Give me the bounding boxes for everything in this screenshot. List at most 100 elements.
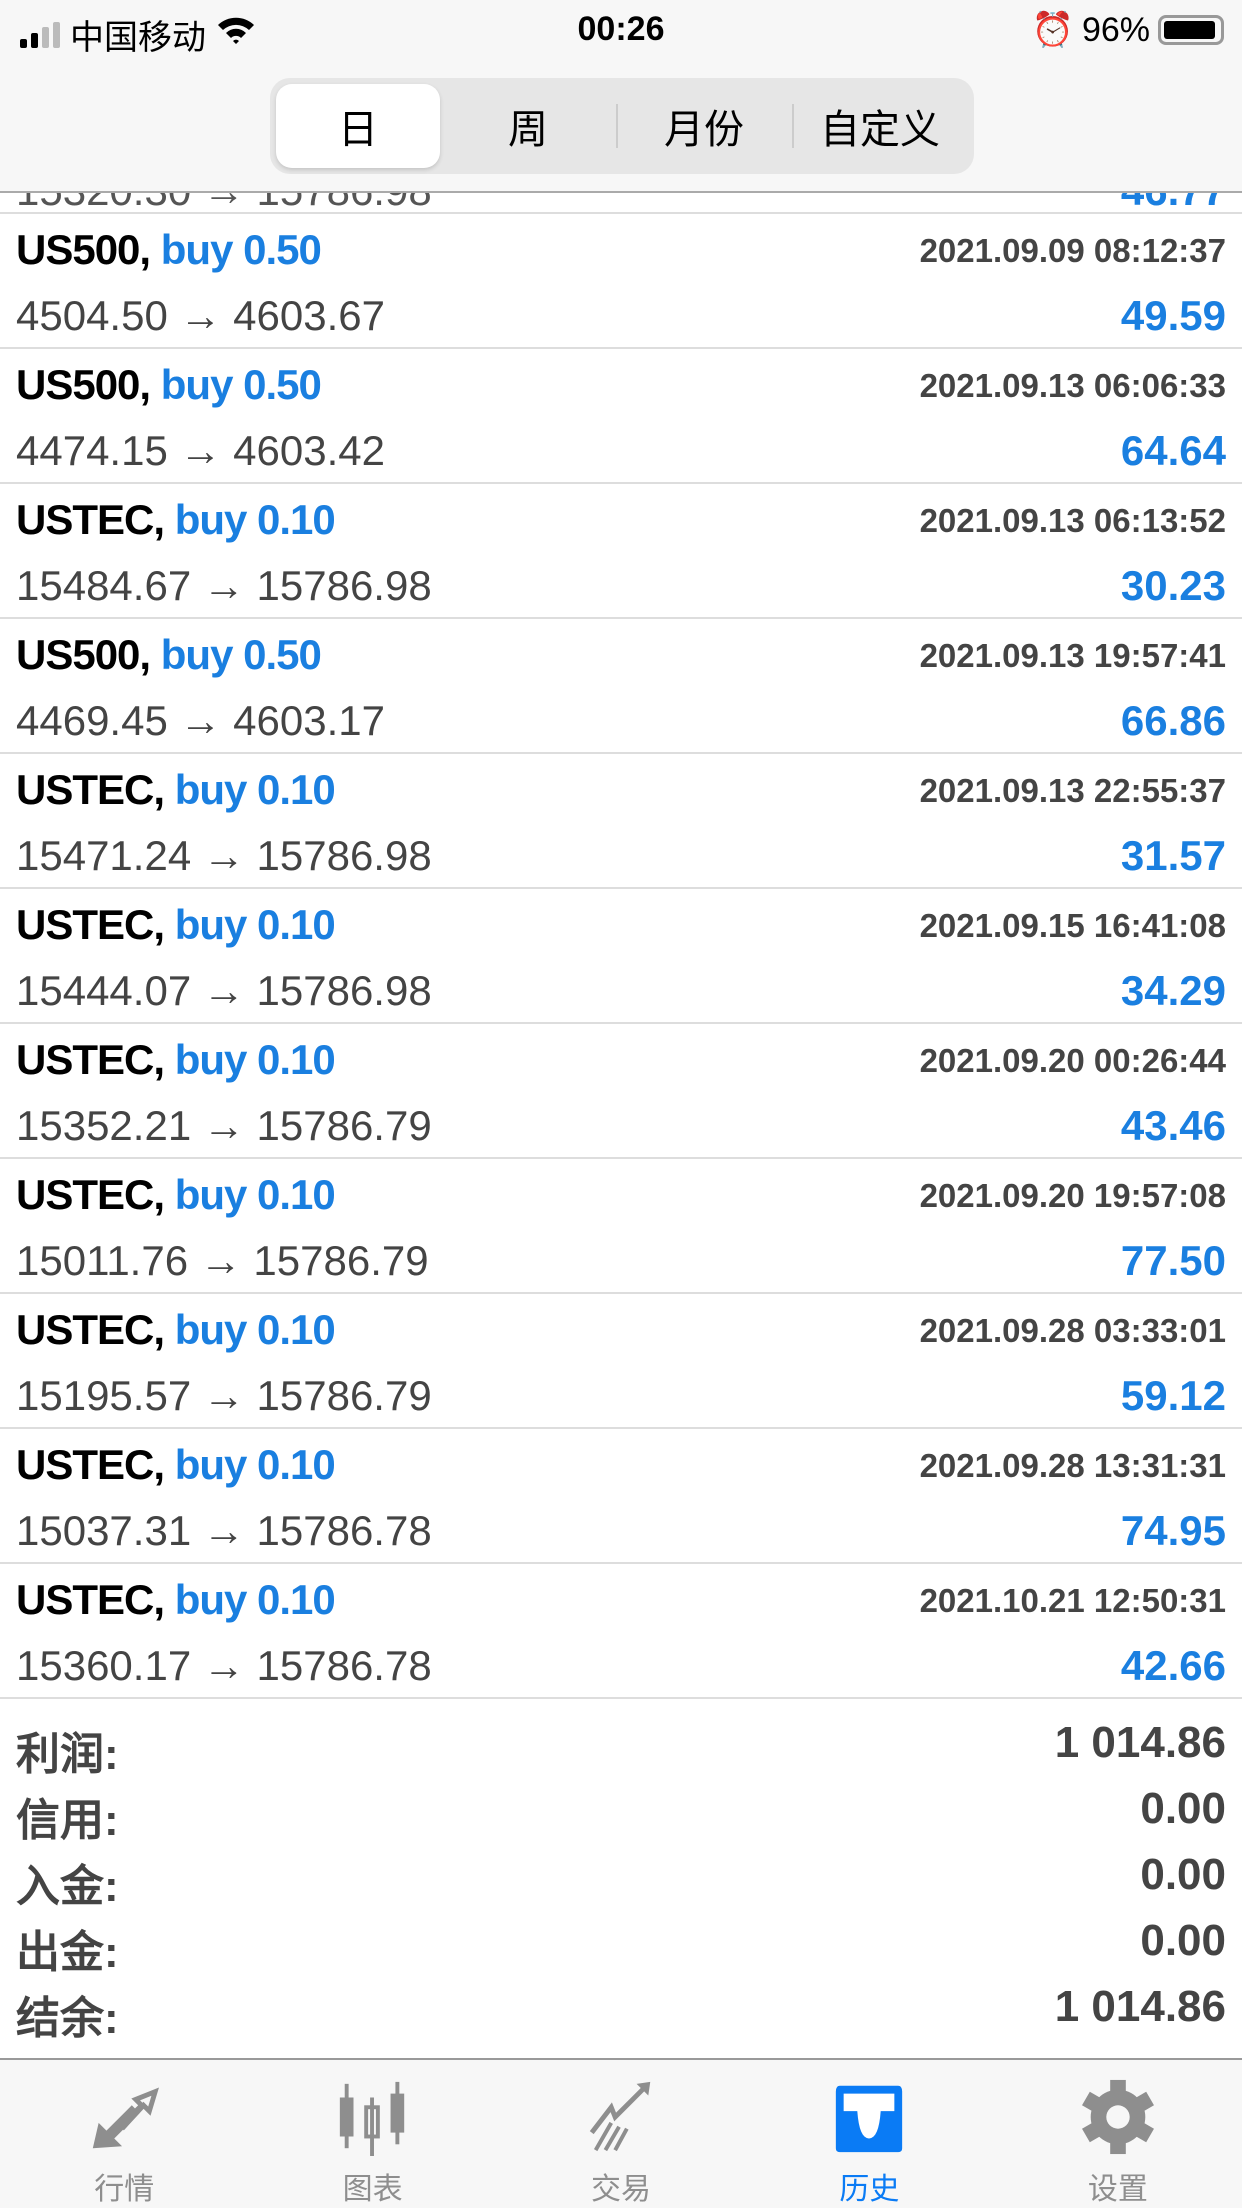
price-range: 15037.31 → 15786.78 [16, 1507, 432, 1554]
summary-value: 1 014.86 [1054, 1982, 1226, 2031]
price-range: 15360.17 → 15786.78 [16, 1642, 432, 1689]
trade-history-list[interactable]: 15320.30 → 15786.98 46.77 US500, buy 0.5… [0, 193, 1242, 1699]
table-row[interactable]: USTEC, buy 0.10 2021.09.28 13:31:31 1503… [0, 1429, 1242, 1564]
tab-history[interactable]: 历史 [745, 2060, 993, 2208]
price-range: 15484.67 → 15786.98 [16, 562, 432, 609]
price-range: 4469.45 → 4603.17 [16, 697, 385, 744]
trade-symbol: USTEC, buy 0.10 [16, 1036, 336, 1083]
account-summary: 利润: 1 014.86 信用: 0.00 入金: 0.00 出金: 0.00 结余: 1 014… [0, 1712, 1242, 2043]
price-range: 4504.50 → 4603.67 [16, 292, 385, 339]
summary-row: 信用: 0.00 [0, 1778, 1242, 1845]
table-row[interactable]: USTEC, buy 0.10 2021.09.20 19:57:08 1501… [0, 1159, 1242, 1294]
trade-action: buy 0.10 [174, 1441, 336, 1488]
tab-settings[interactable]: 设置 [994, 2060, 1242, 2208]
segment-custom[interactable]: 自定义 [792, 84, 968, 168]
tab-trade[interactable]: 交易 [497, 2060, 745, 2208]
trade-symbol: US500, buy 0.50 [16, 226, 322, 273]
history-inbox-icon [836, 2085, 903, 2153]
profit: 46.77 [1121, 193, 1226, 212]
trade-symbol: USTEC, buy 0.10 [16, 766, 336, 813]
summary-value: 0.00 [1140, 1784, 1226, 1833]
table-row[interactable]: USTEC, buy 0.10 2021.09.28 03:33:01 1519… [0, 1294, 1242, 1429]
trade-date: 2021.09.28 03:33:01 [919, 1312, 1226, 1349]
trade-symbol: USTEC, buy 0.10 [16, 1171, 336, 1218]
trade-symbol: US500, buy 0.50 [16, 631, 322, 678]
trade-date: 2021.09.09 08:12:37 [919, 232, 1226, 269]
tab-quotes[interactable]: 行情 [0, 2060, 248, 2208]
quotes-arrows-icon [93, 2087, 160, 2149]
signal-icon [20, 21, 60, 48]
profit: 34.29 [1120, 967, 1226, 1014]
period-segmented-control: 日 周 月份 自定义 [270, 78, 974, 174]
trade-action: buy 0.10 [174, 766, 336, 813]
table-row[interactable]: USTEC, buy 0.10 2021.10.21 12:50:31 1536… [0, 1564, 1242, 1699]
trade-symbol: USTEC, buy 0.10 [16, 1576, 336, 1623]
battery-percent: 96% [1081, 10, 1150, 49]
trade-action: buy 0.10 [174, 496, 336, 543]
table-row[interactable]: US500, buy 0.50 2021.09.09 08:12:37 4504… [0, 214, 1242, 349]
carrier: 中国移动 [70, 19, 206, 57]
tab-charts[interactable]: 图表 [248, 2060, 496, 2208]
profit: 49.59 [1120, 292, 1226, 339]
summary-value: 1 014.86 [1054, 1718, 1226, 1767]
trade-date: 2021.09.20 19:57:08 [919, 1177, 1226, 1214]
price-range: 15471.24 → 15786.98 [16, 832, 432, 879]
profit: 77.50 [1120, 1237, 1226, 1284]
summary-label: 利润: [16, 1730, 119, 1779]
price-range: 15352.21 → 15786.79 [16, 1102, 432, 1149]
price-range: 15320.30 → 15786.98 [16, 193, 432, 212]
table-row[interactable]: USTEC, buy 0.10 2021.09.13 06:13:52 1548… [0, 484, 1242, 619]
trade-symbol: US500, buy 0.50 [16, 361, 322, 408]
trade-action: buy 0.10 [174, 1306, 336, 1353]
trade-date: 2021.09.13 06:13:52 [919, 502, 1226, 539]
segment-day[interactable]: 日 [276, 84, 440, 168]
summary-row: 出金: 0.00 [0, 1910, 1242, 1977]
price-range: 15195.57 → 15786.79 [16, 1372, 432, 1419]
alarm-icon: ⏰ [1031, 11, 1074, 49]
trade-action: buy 0.50 [160, 226, 322, 273]
summary-row: 入金: 0.00 [0, 1844, 1242, 1911]
trade-date: 2021.10.21 12:50:31 [919, 1582, 1226, 1619]
profit: 30.23 [1120, 562, 1226, 609]
price-range: 15011.76 → 15786.79 [16, 1237, 429, 1284]
table-row[interactable]: USTEC, buy 0.10 2021.09.15 16:41:08 1544… [0, 889, 1242, 1024]
summary-value: 0.00 [1140, 1850, 1226, 1899]
summary-label: 入金: [16, 1862, 119, 1911]
price-range: 15444.07 → 15786.98 [16, 967, 432, 1014]
clock: 00:26 [577, 10, 665, 48]
trade-symbol: USTEC, buy 0.10 [16, 1306, 336, 1353]
table-row[interactable]: USTEC, buy 0.10 2021.09.13 22:55:37 1547… [0, 754, 1242, 889]
table-row[interactable]: 15320.30 → 15786.98 46.77 [0, 193, 1242, 214]
table-row[interactable]: USTEC, buy 0.10 2021.09.20 00:26:44 1535… [0, 1024, 1242, 1159]
segment-week[interactable]: 周 [508, 108, 548, 152]
segment-month[interactable]: 月份 [616, 84, 792, 168]
profit: 64.64 [1120, 427, 1226, 474]
trade-date: 2021.09.15 16:41:08 [919, 907, 1226, 944]
trade-action: buy 0.10 [174, 901, 336, 948]
trade-action: buy 0.50 [160, 631, 322, 678]
trade-action: buy 0.50 [160, 361, 322, 408]
trade-date: 2021.09.13 19:57:41 [919, 637, 1226, 674]
trade-symbol: USTEC, buy 0.10 [16, 1441, 336, 1488]
table-row[interactable]: US500, buy 0.50 2021.09.13 19:57:41 4469… [0, 619, 1242, 754]
trade-action: buy 0.10 [174, 1036, 336, 1083]
profit: 42.66 [1120, 1642, 1226, 1689]
trade-action: buy 0.10 [174, 1171, 336, 1218]
profit: 59.12 [1120, 1372, 1226, 1419]
summary-label: 出金: [16, 1928, 119, 1977]
profit: 31.57 [1120, 832, 1226, 879]
trade-date: 2021.09.13 22:55:37 [919, 772, 1226, 809]
trade-symbol: USTEC, buy 0.10 [16, 496, 336, 543]
table-row[interactable]: US500, buy 0.50 2021.09.13 06:06:33 4474… [0, 349, 1242, 484]
battery-icon [1158, 15, 1224, 45]
summary-label: 信用: [16, 1796, 119, 1845]
candlestick-chart-icon [339, 2081, 404, 2156]
profit: 43.46 [1120, 1102, 1226, 1149]
wifi-icon [216, 15, 256, 54]
trade-date: 2021.09.28 13:31:31 [919, 1447, 1226, 1484]
profit: 74.95 [1120, 1507, 1226, 1554]
summary-label: 结余: [16, 1994, 119, 2043]
summary-row: 结余: 1 014.86 [0, 1976, 1242, 2043]
trade-trend-icon [589, 2081, 651, 2152]
trade-date: 2021.09.20 00:26:44 [919, 1042, 1226, 1079]
